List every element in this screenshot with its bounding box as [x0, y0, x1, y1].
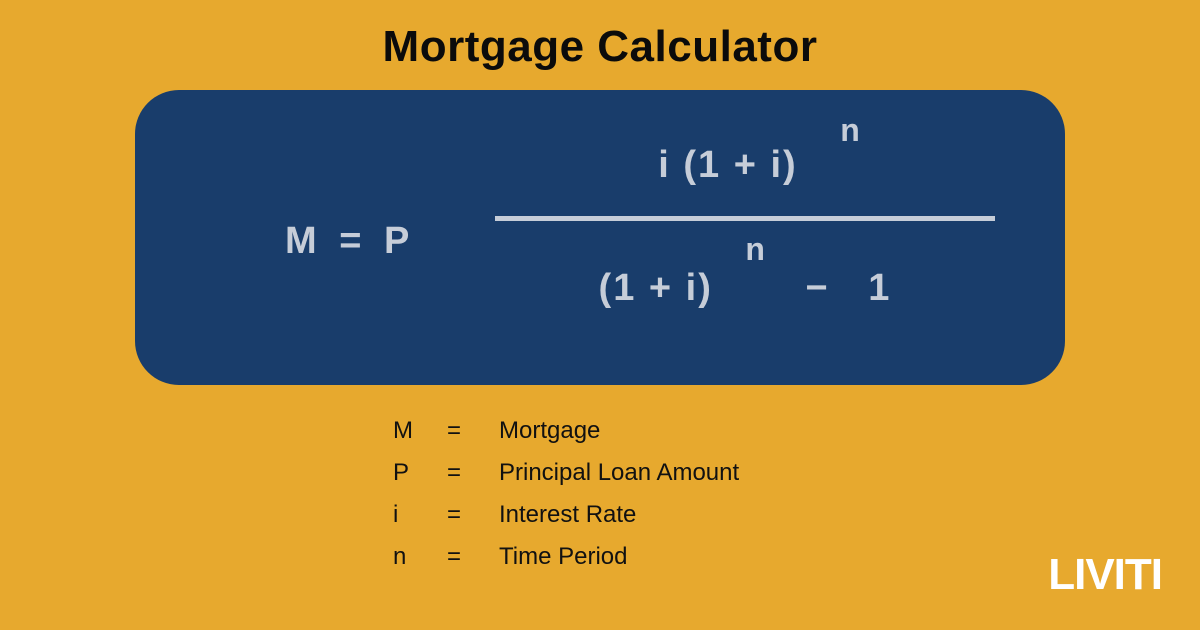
legend-equals: =: [447, 417, 499, 445]
legend-desc: Time Period: [499, 543, 627, 571]
formula-lhs: M = P: [285, 220, 415, 263]
legend-desc: Mortgage: [499, 417, 600, 445]
legend-equals: =: [447, 543, 499, 571]
denominator-base: (1 + i): [599, 267, 713, 310]
formula-numerator: i (1 + i) n: [495, 130, 995, 210]
denominator-minus: −: [806, 267, 830, 310]
formula: M = P i (1 + i) n (1 + i) n − 1: [135, 90, 1065, 385]
denominator-one: 1: [868, 267, 891, 310]
legend-symbol: P: [393, 459, 447, 487]
formula-fraction: i (1 + i) n (1 + i) n − 1: [495, 130, 995, 337]
legend-symbol: i: [393, 501, 447, 529]
legend-desc: Interest Rate: [499, 501, 636, 529]
legend-row: i = Interest Rate: [393, 494, 739, 536]
fraction-bar: [495, 216, 995, 221]
page-title: Mortgage Calculator: [0, 22, 1200, 72]
legend-symbol: M: [393, 417, 447, 445]
brand-logo: LIVITI: [1048, 550, 1162, 600]
formula-card: M = P i (1 + i) n (1 + i) n − 1: [135, 90, 1065, 385]
legend-equals: =: [447, 501, 499, 529]
numerator-base: i (1 + i): [658, 144, 797, 187]
page: Mortgage Calculator M = P i (1 + i) n (1…: [0, 0, 1200, 630]
legend: M = Mortgage P = Principal Loan Amount i…: [393, 410, 739, 578]
legend-row: n = Time Period: [393, 536, 739, 578]
numerator-exponent: n: [840, 112, 862, 149]
denominator-exponent: n: [745, 231, 767, 268]
legend-equals: =: [447, 459, 499, 487]
formula-denominator: (1 + i) n − 1: [495, 247, 995, 337]
legend-desc: Principal Loan Amount: [499, 459, 739, 487]
legend-row: P = Principal Loan Amount: [393, 452, 739, 494]
legend-symbol: n: [393, 543, 447, 571]
legend-row: M = Mortgage: [393, 410, 739, 452]
